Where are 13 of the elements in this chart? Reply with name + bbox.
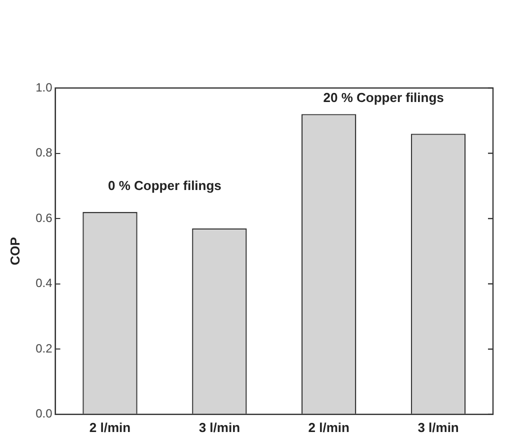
y-tick-label: 0.8 bbox=[36, 146, 53, 160]
annotation: 20 % Copper filings bbox=[323, 90, 444, 105]
x-tick-label: 2 l/min bbox=[308, 420, 350, 435]
y-tick-label: 0.0 bbox=[36, 406, 53, 421]
x-tick-label: 2 l/min bbox=[89, 420, 131, 435]
y-tick-label: 0.4 bbox=[36, 276, 53, 290]
y-tick-label: 0.2 bbox=[36, 341, 53, 356]
x-tick-label: 3 l/min bbox=[198, 420, 240, 435]
x-tick-label: 3 l/min bbox=[418, 420, 459, 435]
y-tick-label: 1.0 bbox=[36, 80, 53, 94]
y-axis-title: COP bbox=[7, 236, 22, 266]
annotation: 0 % Copper filings bbox=[108, 178, 222, 194]
y-tick-label: 0.6 bbox=[36, 210, 53, 225]
